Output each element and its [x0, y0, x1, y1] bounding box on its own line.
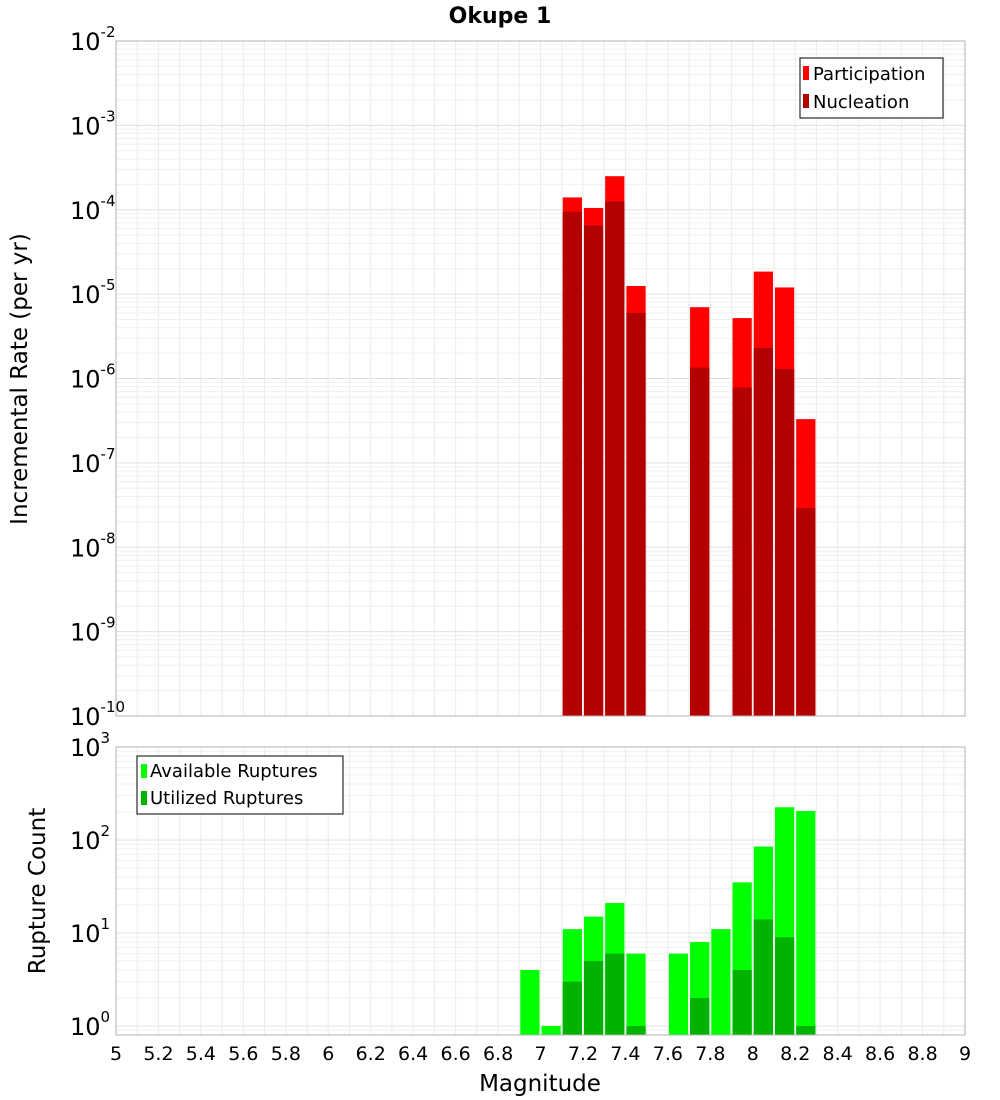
bottom-y-tick-label: 101 [70, 915, 110, 948]
bar-nucleation [583, 225, 604, 716]
top-y-axis-label: Incremental Rate (per yr) [7, 233, 33, 525]
bar-nucleation [626, 312, 646, 716]
x-ticks: 5 5.2 5.4 5.6 5.8 6 6.2 6.4 6.6 6.8 7 7.2 7.4 7.6 7.8 8… [110, 1043, 971, 1065]
legend-swatch-available-ruptures [141, 764, 147, 778]
x-tick-label: 9 [959, 1043, 971, 1065]
x-tick-label: 7.4 [610, 1043, 640, 1065]
bar-utilized-ruptures [753, 919, 773, 1035]
legend-label-participation: Participation [813, 64, 925, 85]
bar-nucleation [605, 201, 625, 716]
bar-available-ruptures [626, 953, 646, 1035]
bar-nucleation [562, 211, 582, 716]
top-legend: Participation Nucleation [799, 57, 944, 119]
x-tick-label: 5.8 [271, 1043, 301, 1065]
legend-label-nucleation: Nucleation [813, 92, 909, 113]
bottom-y-tick-label: 100 [70, 1008, 110, 1041]
x-tick-label: 6.2 [356, 1043, 386, 1065]
x-tick-label: 8.8 [907, 1043, 937, 1065]
top-y-tick-label: 10-10 [70, 698, 125, 731]
x-axis-label: Magnitude [479, 1071, 601, 1097]
bar-available-ruptures [541, 1025, 561, 1035]
legend-label-utilized-ruptures: Utilized Ruptures [150, 788, 303, 809]
x-tick-label: 6.8 [483, 1043, 513, 1065]
bottom-legend: Available Ruptures Utilized Ruptures [136, 755, 344, 815]
top-plot-frame [115, 40, 966, 717]
x-tick-label: 7.6 [653, 1043, 683, 1065]
x-tick-label: 6 [322, 1043, 334, 1065]
x-tick-label: 6.4 [398, 1043, 428, 1065]
bar-utilized-ruptures [732, 969, 752, 1035]
top-y-tick-label: 10-2 [70, 23, 116, 56]
legend-label-available-ruptures: Available Ruptures [150, 761, 318, 782]
bar-nucleation [796, 508, 816, 716]
top-y-tick-label: 10-4 [70, 192, 116, 225]
x-tick-label: 5.6 [228, 1043, 258, 1065]
top-bars [562, 176, 816, 717]
top-y-tick-label: 10-8 [70, 529, 116, 562]
bar-nucleation [753, 347, 773, 716]
bottom-y-ticks: 103 102 101 100 [70, 729, 110, 1041]
x-tick-label: 7.2 [568, 1043, 598, 1065]
bar-utilized-ruptures [796, 1025, 816, 1035]
chart-title: Okupe 1 [449, 4, 552, 29]
bar-utilized-ruptures [605, 953, 625, 1035]
x-tick-label: 5.4 [186, 1043, 216, 1065]
bottom-y-axis-label: Rupture Count [25, 808, 51, 974]
top-legend-box [799, 57, 944, 119]
bar-nucleation [774, 368, 795, 716]
bottom-y-tick-label: 102 [70, 822, 110, 855]
top-y-tick-label: 10-3 [70, 107, 116, 140]
legend-swatch-nucleation [803, 94, 809, 108]
x-tick-label: 8 [747, 1043, 759, 1065]
top-y-tick-label: 10-6 [70, 361, 116, 394]
bottom-y-tick-label: 103 [70, 729, 110, 762]
bar-available-ruptures [668, 953, 689, 1035]
x-tick-label: 6.6 [440, 1043, 470, 1065]
bottom-plot-frame [115, 746, 966, 1036]
x-tick-label: 8.2 [780, 1043, 810, 1065]
bar-utilized-ruptures [583, 960, 604, 1035]
bar-utilized-ruptures [690, 997, 710, 1035]
bar-available-ruptures [711, 929, 731, 1035]
bar-utilized-ruptures [626, 1025, 646, 1035]
x-tick-label: 7.8 [695, 1043, 725, 1065]
x-tick-label: 8.4 [823, 1043, 853, 1065]
bar-nucleation [690, 367, 710, 716]
legend-swatch-participation [803, 66, 809, 80]
bar-utilized-ruptures [562, 981, 582, 1035]
top-grid [116, 41, 965, 716]
bottom-bars [520, 807, 816, 1035]
x-tick-label: 5.2 [143, 1043, 173, 1065]
legend-swatch-utilized-ruptures [141, 791, 147, 805]
x-tick-label: 5 [110, 1043, 122, 1065]
bar-available-ruptures [520, 969, 540, 1035]
bottom-legend-box [136, 755, 344, 815]
x-tick-label: 8.6 [865, 1043, 895, 1065]
top-y-tick-label: 10-9 [70, 614, 116, 647]
x-tick-label: 7 [534, 1043, 546, 1065]
bar-nucleation [732, 387, 752, 716]
top-y-tick-label: 10-7 [70, 445, 116, 478]
bar-utilized-ruptures [774, 937, 795, 1035]
bar-available-ruptures [796, 811, 816, 1035]
top-y-tick-label: 10-5 [70, 276, 116, 309]
top-y-ticks: 10-2 10-3 10-4 10-5 10-6 10-7 10-8 10-9 10-10 [70, 23, 125, 731]
